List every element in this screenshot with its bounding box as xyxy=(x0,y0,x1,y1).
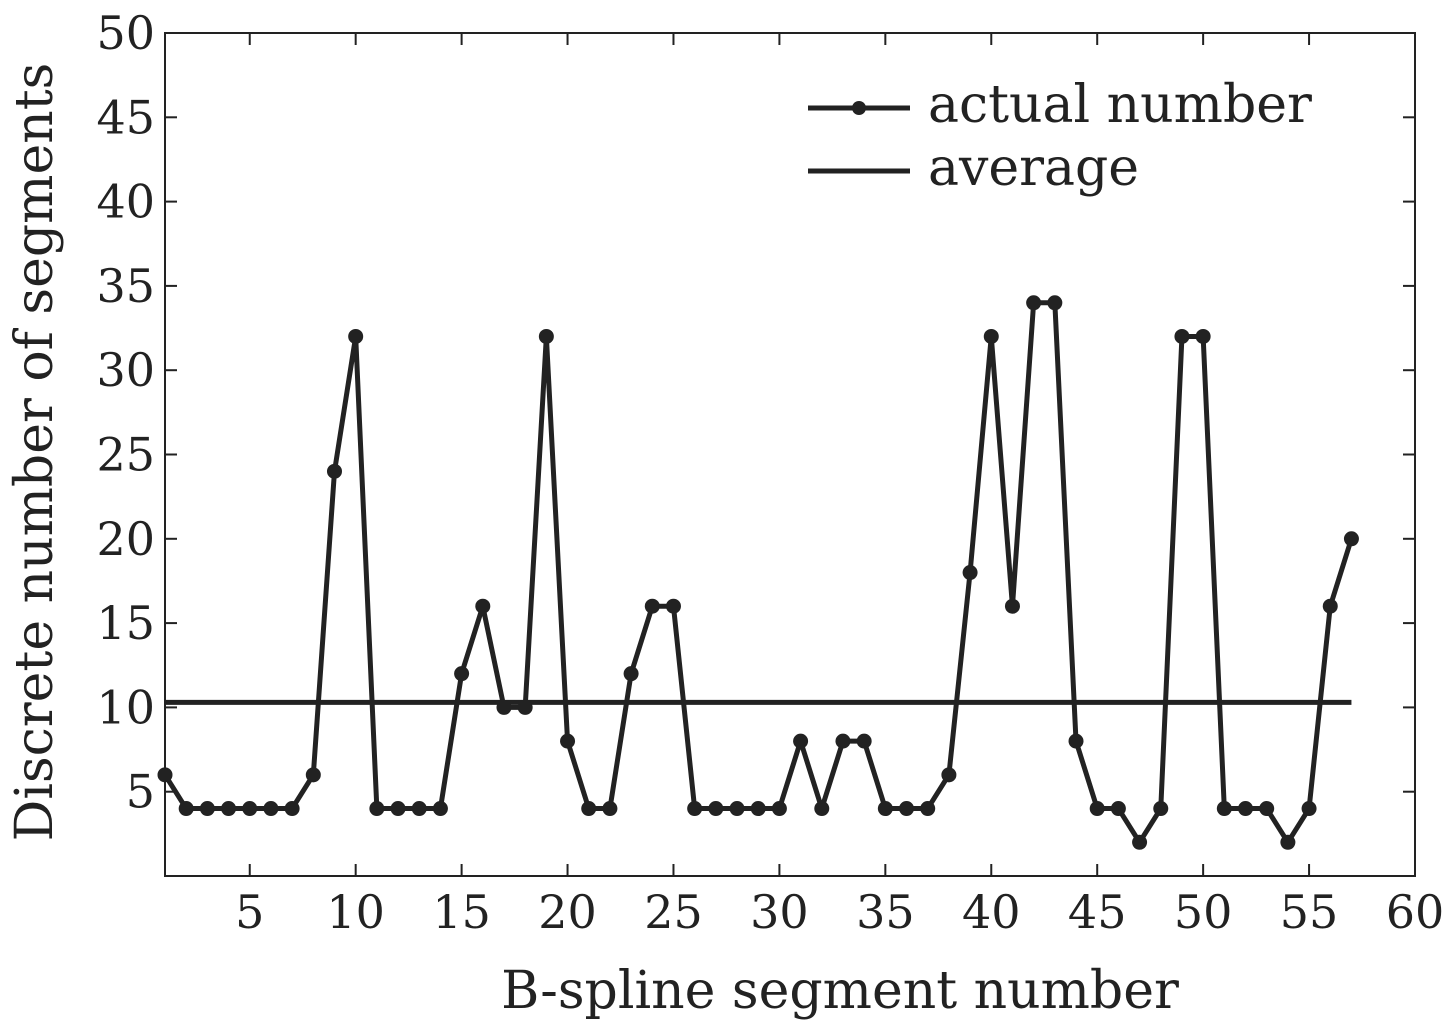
data-point xyxy=(581,801,597,817)
data-point xyxy=(687,801,703,817)
data-point xyxy=(221,801,237,817)
series-line-actual-number xyxy=(162,300,1354,845)
legend: actual number average xyxy=(808,75,1312,198)
data-point xyxy=(284,801,300,817)
data-point xyxy=(708,801,724,817)
data-point xyxy=(157,767,173,783)
data-point xyxy=(814,801,830,817)
data-point xyxy=(750,801,766,817)
y-tick-label: 50 xyxy=(96,6,155,60)
data-point xyxy=(1322,598,1338,614)
data-point xyxy=(369,801,385,817)
y-tick-label: 20 xyxy=(96,512,155,566)
data-point xyxy=(983,328,999,344)
legend-label-actual: actual number xyxy=(928,75,1312,135)
data-point xyxy=(1280,834,1296,850)
data-point xyxy=(538,328,554,344)
data-point xyxy=(390,801,406,817)
legend-label-average: average xyxy=(928,138,1139,198)
series-layer xyxy=(157,295,1359,850)
data-point xyxy=(178,801,194,817)
legend-marker-actual xyxy=(852,101,866,115)
data-point xyxy=(920,801,936,817)
x-tick-label: 20 xyxy=(538,885,597,939)
data-point xyxy=(1216,801,1232,817)
x-tick-label: 25 xyxy=(644,885,703,939)
y-tick-label: 10 xyxy=(96,680,155,734)
y-axis-ticks: 5 10 15 20 25 30 35 40 45 50 xyxy=(96,6,1415,819)
y-tick-label: 40 xyxy=(96,175,155,229)
y-tick-label: 30 xyxy=(96,343,155,397)
data-point xyxy=(432,801,448,817)
x-tick-label: 50 xyxy=(1174,885,1233,939)
data-point xyxy=(729,801,745,817)
data-point xyxy=(835,733,851,749)
data-point xyxy=(242,801,258,817)
data-point xyxy=(602,801,618,817)
x-tick-label: 60 xyxy=(1386,885,1445,939)
data-point xyxy=(1068,733,1084,749)
data-point xyxy=(454,666,470,682)
data-point xyxy=(793,733,809,749)
data-point xyxy=(1047,295,1063,311)
data-point xyxy=(665,598,681,614)
data-point xyxy=(1153,801,1169,817)
data-point xyxy=(1238,801,1254,817)
y-tick-label: 25 xyxy=(96,428,155,482)
x-tick-label: 5 xyxy=(235,885,264,939)
data-point xyxy=(771,801,787,817)
data-point xyxy=(899,801,915,817)
x-axis-label: B-spline segment number xyxy=(501,961,1179,1021)
x-tick-label: 40 xyxy=(962,885,1021,939)
y-tick-label: 45 xyxy=(96,90,155,144)
plot-frame xyxy=(164,32,1416,877)
data-point xyxy=(199,801,215,817)
data-point xyxy=(1110,801,1126,817)
data-point xyxy=(623,666,639,682)
data-point xyxy=(1195,328,1211,344)
x-axis-ticks: 5 10 15 20 25 30 35 40 45 50 55 60 xyxy=(235,33,1444,939)
data-point xyxy=(348,328,364,344)
data-point xyxy=(856,733,872,749)
data-point xyxy=(1089,801,1105,817)
y-tick-label: 15 xyxy=(96,596,155,650)
data-point xyxy=(877,801,893,817)
y-axis-label: Discrete number of segments xyxy=(5,63,65,842)
data-point xyxy=(263,801,279,817)
x-tick-label: 55 xyxy=(1280,885,1339,939)
data-point xyxy=(941,767,957,783)
data-point xyxy=(1174,328,1190,344)
x-tick-label: 10 xyxy=(326,885,385,939)
data-point xyxy=(644,598,660,614)
data-point xyxy=(560,733,576,749)
x-tick-label: 15 xyxy=(432,885,491,939)
data-point xyxy=(1259,801,1275,817)
x-tick-label: 35 xyxy=(856,885,915,939)
data-point xyxy=(1026,295,1042,311)
data-point xyxy=(1301,801,1317,817)
data-point xyxy=(475,598,491,614)
x-tick-label: 30 xyxy=(750,885,809,939)
data-point xyxy=(1004,598,1020,614)
y-tick-label: 5 xyxy=(126,765,155,819)
data-point xyxy=(305,767,321,783)
data-point xyxy=(962,565,978,581)
data-point xyxy=(1132,834,1148,850)
data-point xyxy=(326,463,342,479)
y-tick-label: 35 xyxy=(96,259,155,313)
x-tick-label: 45 xyxy=(1068,885,1127,939)
data-point xyxy=(1343,531,1359,547)
data-point xyxy=(411,801,427,817)
